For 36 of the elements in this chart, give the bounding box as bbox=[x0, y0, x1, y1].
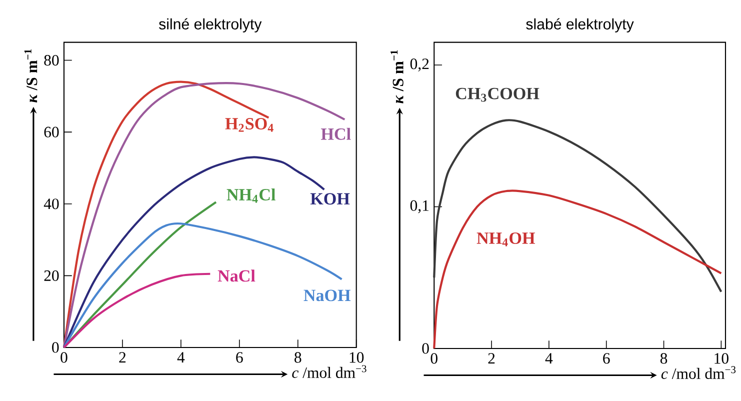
x-tick-label: 2 bbox=[119, 352, 126, 363]
x-tick-label: 10 bbox=[714, 353, 728, 364]
y-tick-label: 0,1 bbox=[410, 200, 429, 214]
x-tick-label: 0 bbox=[430, 353, 438, 364]
y-tick-label: 20 bbox=[44, 270, 59, 282]
series-label: NH$_{4}$OH bbox=[476, 232, 535, 246]
x-tick-label: 10 bbox=[350, 352, 364, 363]
line-series bbox=[62, 273, 212, 349]
line-series bbox=[433, 119, 722, 293]
x-tick-label: 6 bbox=[603, 353, 610, 364]
x-tick-label: 4 bbox=[177, 352, 185, 363]
x-tick-label: 0 bbox=[60, 352, 68, 363]
series-label: KOH bbox=[310, 193, 350, 205]
x-tick-label: 2 bbox=[488, 353, 495, 364]
x-axis-title: c /mol dm$^{−3}$ bbox=[292, 365, 366, 378]
x-tick-label: 4 bbox=[545, 353, 553, 364]
y-tick-label: 80 bbox=[44, 55, 59, 66]
y-tick-label: 60 bbox=[44, 126, 59, 138]
chart-title: slabé elektrolyty bbox=[526, 18, 634, 33]
chart-title: silné elektrolyty bbox=[158, 18, 262, 33]
x-axis-title: c /mol dm$^{−3}$ bbox=[661, 366, 736, 380]
y-tick-label: 40 bbox=[44, 198, 59, 210]
y-axis-title: κ /S m$^{−1}$ bbox=[390, 50, 404, 104]
series-label: NaOH bbox=[304, 290, 351, 302]
x-tick-label: 6 bbox=[236, 352, 243, 363]
series-label: NH$_{4}$Cl bbox=[226, 188, 276, 203]
y-tick-label: 0 bbox=[422, 343, 429, 354]
x-tick-label: 8 bbox=[660, 353, 668, 364]
series-label: HCl bbox=[321, 128, 351, 140]
x-tick-label: 8 bbox=[294, 352, 302, 363]
y-axis-title: κ /S m$^{−1}$ bbox=[24, 50, 38, 103]
y-tick-label: 0 bbox=[52, 342, 59, 353]
y-tick-label: 0,2 bbox=[410, 58, 429, 72]
series-label: NaCl bbox=[218, 270, 256, 282]
series-label: CH$_{3}$COOH bbox=[456, 88, 540, 102]
series-label: H$_{2}$SO$_{4}$ bbox=[225, 118, 274, 132]
